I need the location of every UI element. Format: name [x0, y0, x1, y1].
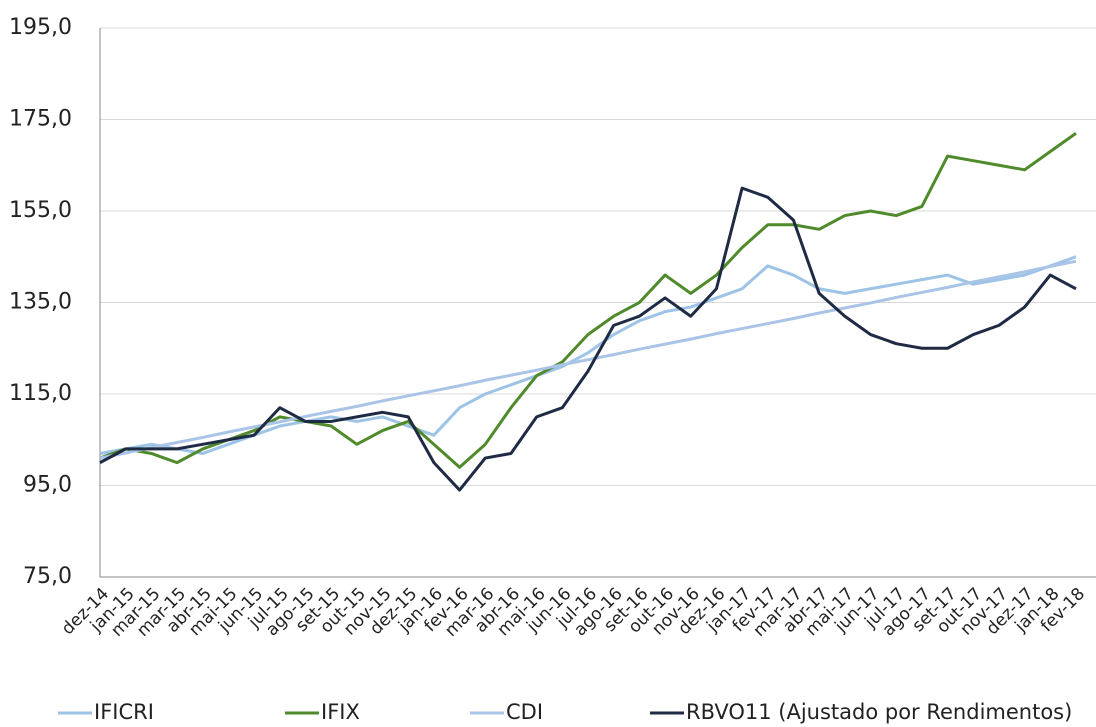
- legend-label: IFIX: [321, 700, 360, 724]
- series-line: [99, 132, 1077, 469]
- y-tick-label: 155,0: [9, 198, 72, 223]
- y-tick-label: 115,0: [9, 381, 72, 406]
- y-tick-label: 135,0: [9, 290, 72, 315]
- series-line: [99, 259, 1077, 460]
- y-tick-label: 175,0: [9, 107, 72, 132]
- y-tick-label: 95,0: [23, 473, 72, 498]
- y-tick-label: 195,0: [9, 15, 72, 40]
- legend-label: CDI: [506, 700, 543, 724]
- series-line: [99, 255, 1077, 455]
- series-line: [99, 186, 1077, 492]
- legend-label: IFICRI: [94, 700, 154, 724]
- y-tick-label: 75,0: [23, 564, 72, 589]
- legend-label: RBVO11 (Ajustado por Rendimentos): [686, 700, 1072, 724]
